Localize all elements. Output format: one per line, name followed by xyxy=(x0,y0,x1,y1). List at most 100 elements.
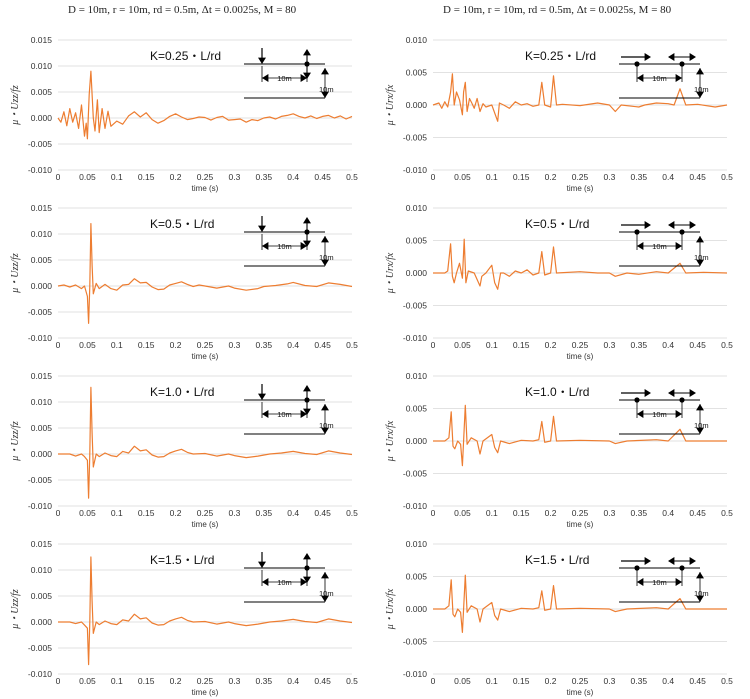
arrow-head xyxy=(321,572,329,579)
chart-panel: 0.015 0.010 0.005 0.000 -0.005 -0.010 0 0.05 0.1… xyxy=(0,192,375,361)
x-tick-label: 0.05 xyxy=(79,340,96,350)
receiver-point xyxy=(679,565,685,571)
arrow-head xyxy=(300,578,307,586)
arrow-head xyxy=(637,410,644,418)
arrow-head xyxy=(689,53,696,61)
y-tick-label: -0.010 xyxy=(403,165,427,175)
x-tick-label: 0.3 xyxy=(228,340,240,350)
series-line xyxy=(57,70,353,140)
y-tick-label: 0.005 xyxy=(31,423,53,433)
y-tick-label: -0.010 xyxy=(403,501,427,511)
arrow-head xyxy=(696,404,704,411)
source-point xyxy=(634,397,640,403)
x-tick-label: 0.15 xyxy=(513,676,530,686)
arrow-head xyxy=(696,427,704,434)
depth-label: 10m xyxy=(319,589,334,598)
x-tick-label: 0.35 xyxy=(631,172,648,182)
y-tick-label: -0.010 xyxy=(403,333,427,343)
x-tick-label: 0.1 xyxy=(486,172,498,182)
arrow-head xyxy=(321,91,329,98)
arrow-head xyxy=(321,595,329,602)
series-line xyxy=(58,386,353,499)
depth-label: 10m xyxy=(319,253,334,262)
x-tick-label: 0.45 xyxy=(314,508,331,518)
arrow-head xyxy=(696,595,704,602)
y-tick-label: 0.015 xyxy=(31,539,53,549)
x-tick-label: 0.15 xyxy=(138,676,155,686)
chart-panel: 0.015 0.010 0.005 0.000 -0.005 -0.010 0 0.05 0.1… xyxy=(0,24,375,193)
arrow-head xyxy=(696,236,704,243)
x-tick-label: 0.35 xyxy=(256,340,273,350)
arrow-head xyxy=(303,408,311,415)
x-tick-label: 0.1 xyxy=(486,676,498,686)
depth-label: 10m xyxy=(319,85,334,94)
x-tick-label: 0.1 xyxy=(111,172,123,182)
arrow-head xyxy=(321,68,329,75)
y-tick-label: 0.010 xyxy=(406,371,428,381)
chart-svg: 0.010 0.005 0.000 -0.005 -0.010 0 0.05 0.1 0.15 0… xyxy=(385,35,733,193)
k-factor-label: K=0.5・L/rd xyxy=(150,217,214,231)
arrow-head xyxy=(303,576,311,583)
y-tick-label: -0.010 xyxy=(403,669,427,679)
source-point xyxy=(634,229,640,235)
y-axis-label: μ・Urx/fx xyxy=(385,252,396,294)
arrow-head xyxy=(262,242,269,250)
depth-label: 10m xyxy=(319,421,334,430)
y-tick-label: 0.000 xyxy=(31,281,53,291)
chart-panel: 0.010 0.005 0.000 -0.005 -0.010 0 0.05 0.1 0.15 0… xyxy=(375,528,750,697)
x-tick-label: 0 xyxy=(431,676,436,686)
y-axis-label: μ・Uzz/fz xyxy=(10,253,21,294)
arrow-head xyxy=(321,236,329,243)
distance-label: 10m xyxy=(277,74,292,83)
y-axis-label: μ・Uzz/fz xyxy=(10,589,21,630)
arrow-head xyxy=(696,68,704,75)
arrow-head xyxy=(300,74,307,82)
x-axis-label: time (s) xyxy=(567,688,594,697)
x-tick-label: 0.25 xyxy=(572,340,589,350)
x-tick-label: 0.35 xyxy=(256,676,273,686)
x-tick-label: 0.15 xyxy=(138,172,155,182)
x-tick-label: 0.4 xyxy=(662,676,674,686)
y-tick-label: 0.005 xyxy=(31,87,53,97)
arrow-head xyxy=(644,221,651,229)
chart-svg: 0.010 0.005 0.000 -0.005 -0.010 0 0.05 0.1 0.15 0… xyxy=(385,203,733,361)
receiver-point xyxy=(679,229,685,235)
y-axis-label: μ・Uzz/fz xyxy=(10,85,21,126)
series-line xyxy=(433,238,728,290)
k-factor-label: K=1.0・L/rd xyxy=(525,385,589,399)
x-tick-label: 0.2 xyxy=(170,172,182,182)
x-tick-label: 0.1 xyxy=(111,508,123,518)
chart-panel: 0.015 0.010 0.005 0.000 -0.005 -0.010 0 0.05 0.1… xyxy=(0,528,375,697)
x-tick-label: 0.45 xyxy=(689,508,706,518)
x-tick-label: 0.25 xyxy=(572,508,589,518)
y-tick-label: -0.005 xyxy=(28,643,52,653)
depth-label: 10m xyxy=(694,85,709,94)
distance-label: 10m xyxy=(652,410,667,419)
y-tick-label: -0.010 xyxy=(28,333,52,343)
x-tick-label: 0.05 xyxy=(454,172,471,182)
distance-label: 10m xyxy=(277,242,292,251)
x-tick-label: 0.05 xyxy=(454,676,471,686)
y-axis-label: μ・Urx/fx xyxy=(385,588,396,630)
x-tick-label: 0.4 xyxy=(662,340,674,350)
arrow-head xyxy=(668,221,675,229)
x-tick-label: 0.45 xyxy=(689,676,706,686)
x-tick-label: 0.15 xyxy=(513,508,530,518)
y-tick-label: 0.005 xyxy=(406,68,428,78)
x-tick-label: 0.25 xyxy=(197,340,214,350)
arrow-head xyxy=(321,427,329,434)
y-tick-label: 0.000 xyxy=(406,100,428,110)
arrow-head xyxy=(668,557,675,565)
arrow-head xyxy=(262,410,269,418)
arrow-head xyxy=(696,259,704,266)
arrow-head xyxy=(696,91,704,98)
load-schematic: 10m 10m xyxy=(619,389,709,435)
x-tick-label: 0.3 xyxy=(228,676,240,686)
y-tick-label: -0.005 xyxy=(403,133,427,143)
k-factor-label: K=0.25・L/rd xyxy=(525,49,596,63)
x-tick-label: 0.4 xyxy=(287,508,299,518)
arrow-head xyxy=(303,240,311,247)
x-tick-label: 0.15 xyxy=(138,340,155,350)
chart-svg: 0.010 0.005 0.000 -0.005 -0.010 0 0.05 0.1 0.15 0… xyxy=(385,539,733,697)
arrow-head xyxy=(258,225,266,232)
